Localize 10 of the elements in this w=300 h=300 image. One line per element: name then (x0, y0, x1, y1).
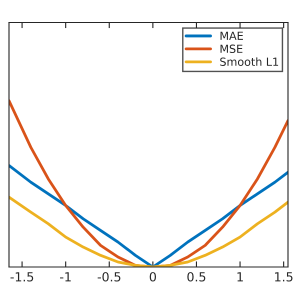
legend-label: MAE (220, 32, 243, 40)
legend-label: Smooth L1 (220, 57, 278, 66)
legend-label: MSE (220, 44, 242, 53)
x-tick-label: -1 (60, 272, 71, 282)
x-tick-label: 1.5 (275, 272, 292, 282)
x-tick-label: 1 (237, 272, 243, 282)
x-tick-label: 0 (150, 272, 156, 282)
x-tick-label: -1.5 (10, 272, 34, 282)
x-tick-label: 0.5 (187, 272, 206, 282)
x-tick-label: -0.5 (98, 272, 120, 282)
